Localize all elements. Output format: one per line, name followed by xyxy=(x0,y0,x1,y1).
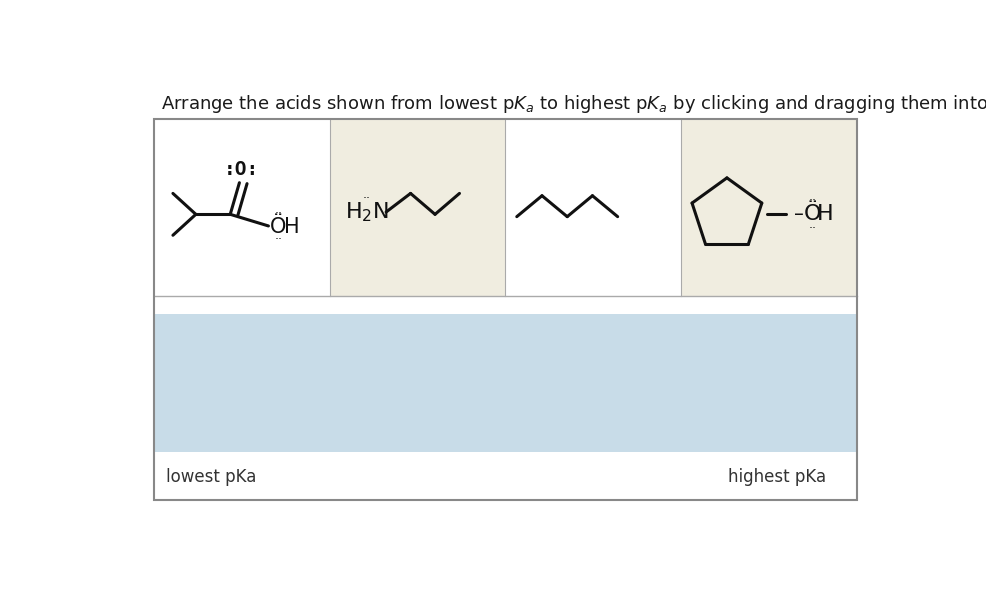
Text: Arrange the acids shown from lowest p$K_a$ to highest p$K_a$ by clicking and dra: Arrange the acids shown from lowest p$K_… xyxy=(162,94,986,115)
Text: H$_2$N: H$_2$N xyxy=(345,200,388,224)
Bar xyxy=(681,119,857,296)
Text: lowest pKa: lowest pKa xyxy=(166,468,256,486)
Bar xyxy=(154,296,857,314)
Text: ··: ·· xyxy=(809,222,816,235)
Text: ··: ·· xyxy=(274,207,282,220)
Text: H: H xyxy=(817,204,834,224)
Bar xyxy=(154,452,857,500)
Text: ··: ·· xyxy=(809,194,816,207)
Text: Ö: Ö xyxy=(270,217,287,237)
Bar xyxy=(154,119,329,296)
Bar xyxy=(505,119,681,296)
Text: Ö: Ö xyxy=(804,204,821,224)
Text: :O:: :O: xyxy=(223,160,258,179)
Bar xyxy=(154,119,857,500)
Text: –: – xyxy=(794,205,804,224)
Text: H: H xyxy=(284,217,299,237)
Text: highest pKa: highest pKa xyxy=(728,468,825,486)
Text: ··: ·· xyxy=(274,233,282,246)
Bar xyxy=(329,119,506,296)
Text: ··: ·· xyxy=(362,191,371,205)
Bar xyxy=(154,314,857,452)
